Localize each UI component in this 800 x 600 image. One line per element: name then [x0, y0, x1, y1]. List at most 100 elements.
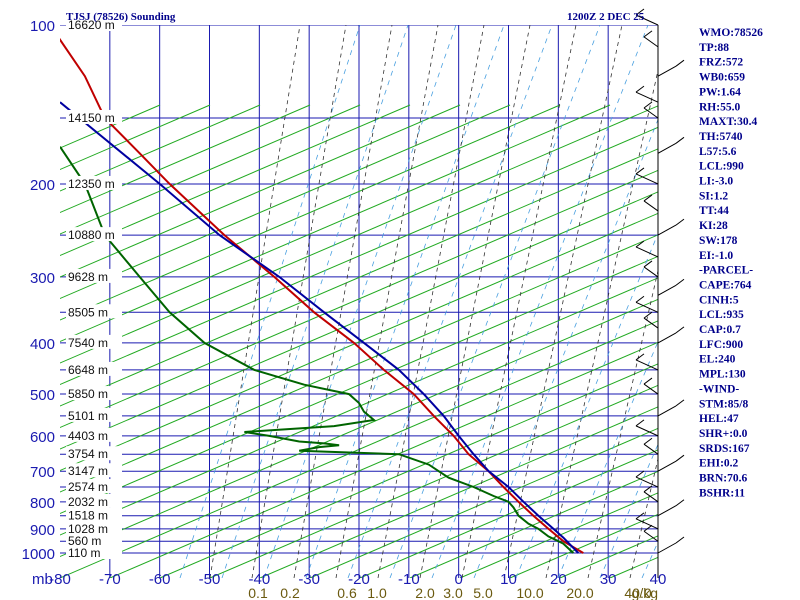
wind-barb	[635, 359, 659, 371]
moist-adiabat-line	[389, 25, 601, 578]
height-label-bg	[66, 446, 122, 461]
temperature-tick-label: -30	[298, 571, 320, 588]
mixing-ratio-line	[503, 25, 623, 578]
height-label-bg	[66, 304, 122, 319]
height-label-bg	[66, 533, 122, 548]
adiabat-line	[60, 234, 658, 493]
wind-barb-flag	[635, 470, 645, 478]
wind-barb-flag	[643, 485, 653, 493]
wind-barb-flag	[635, 419, 645, 427]
mixing-ratio-line	[293, 25, 393, 578]
chart-title: TJSJ (78526) Sounding	[66, 11, 176, 23]
stability-index: BSHR:11	[699, 487, 745, 499]
mixing-ratio-line	[335, 25, 439, 578]
height-label-bg	[66, 520, 122, 535]
height-label: 12350 m	[68, 177, 115, 191]
height-label: 9628 m	[68, 270, 108, 284]
wind-barb	[635, 425, 659, 437]
pressure-tick-label: 600	[30, 429, 55, 446]
mixing-ratio-tick-label: 20.0	[566, 585, 593, 600]
wind-barb	[643, 443, 659, 455]
stability-index: CAP:0.7	[699, 324, 741, 336]
adiabat-line	[60, 126, 658, 386]
height-label-bg	[66, 427, 122, 442]
stability-indices: WMO:78526 TP:88 FRZ:572 WB0:659 PW:1.64 RH:55…	[699, 27, 763, 499]
adiabat-line	[109, 341, 658, 578]
wind-barb	[643, 530, 659, 542]
height-label: 110 m	[68, 546, 100, 560]
wind-barb-flag	[635, 167, 645, 175]
mixing-ratio-line	[419, 25, 531, 578]
observation-time: 1200Z 2 DEC 25	[567, 11, 645, 23]
wind-barb-flag	[675, 499, 685, 507]
mixing-ratio-unit: g/kg	[632, 585, 658, 600]
height-label: 16620 m	[68, 18, 115, 32]
moist-adiabat-line	[347, 25, 553, 578]
stability-index: WB0:659	[699, 72, 745, 84]
adiabat-line	[60, 104, 361, 235]
mixing-ratio-line	[209, 25, 301, 578]
height-label-bg	[66, 545, 122, 559]
wind-barb	[657, 224, 677, 236]
mixing-ratio-tick-label: 40.0	[624, 585, 651, 600]
stability-index: SW:178	[699, 235, 738, 247]
height-label: 5850 m	[68, 387, 108, 401]
adiabat-line	[309, 427, 658, 578]
wind-barb	[657, 542, 677, 554]
wind-barb	[657, 332, 677, 344]
height-label-bg	[66, 463, 122, 478]
stability-index: MAXT:30.4	[699, 116, 757, 128]
stability-index: SHR+:0.0	[699, 428, 748, 440]
wind-barb-flag	[635, 85, 645, 93]
stability-index: TH:5740	[699, 131, 743, 143]
height-label: 10880 m	[68, 228, 115, 242]
pressure-tick-label: 800	[30, 495, 55, 512]
stability-index: TP:88	[699, 42, 729, 54]
adiabat-line	[760, 105, 800, 578]
series-layer	[60, 37, 584, 554]
wind-barb-flag	[675, 326, 685, 334]
wind-barb-flag	[635, 295, 645, 303]
height-label: 3754 m	[68, 447, 108, 461]
temperature-tick-label: -80	[49, 571, 71, 588]
temperature-profile-line	[60, 37, 584, 554]
stability-index: BRN:70.6	[699, 473, 747, 485]
pressure-tick-label: 700	[30, 464, 55, 481]
stability-index: WMO:78526	[699, 27, 763, 39]
height-label-bg	[66, 386, 122, 401]
wind-barb	[657, 460, 677, 472]
height-label: 3147 m	[68, 464, 108, 478]
pressure-tick-label: 400	[30, 336, 55, 353]
wind-barb	[643, 266, 659, 278]
adiabat-line	[60, 104, 561, 321]
wind-barb	[635, 301, 659, 313]
height-label-bg	[66, 175, 122, 190]
stability-index: EI:-1.0	[699, 250, 733, 262]
wind-barb-flag	[635, 8, 645, 16]
adiabat-line	[159, 363, 658, 578]
wind-barb	[657, 65, 677, 77]
moist-adiabat-line	[263, 25, 457, 578]
stability-index: EL:240	[699, 354, 736, 366]
wind-barb	[657, 142, 677, 154]
wind-barb-flag	[675, 454, 685, 462]
adiabat-line	[459, 492, 658, 578]
stability-index: LFC:900	[699, 339, 743, 351]
height-label: 8505 m	[68, 305, 108, 319]
temperature-tick-label: 20	[550, 571, 567, 588]
adiabat-line	[60, 104, 611, 343]
wind-barb	[643, 107, 659, 119]
adiabat-line	[60, 277, 658, 536]
wind-barb-flag	[643, 30, 653, 38]
height-label: 1518 m	[68, 509, 108, 523]
wind-barb-flag	[675, 536, 685, 544]
mixing-ratio-line	[377, 25, 485, 578]
wind-barb-flag	[635, 353, 645, 361]
adiabat-line	[60, 320, 658, 578]
wind-barb-flag	[643, 524, 653, 532]
stability-index: SI:1.2	[699, 190, 728, 202]
moist-adiabat-line	[557, 340, 658, 578]
adiabat-line	[60, 298, 658, 558]
adiabat-line	[60, 212, 658, 472]
temperature-tick-label: 0	[454, 571, 462, 588]
